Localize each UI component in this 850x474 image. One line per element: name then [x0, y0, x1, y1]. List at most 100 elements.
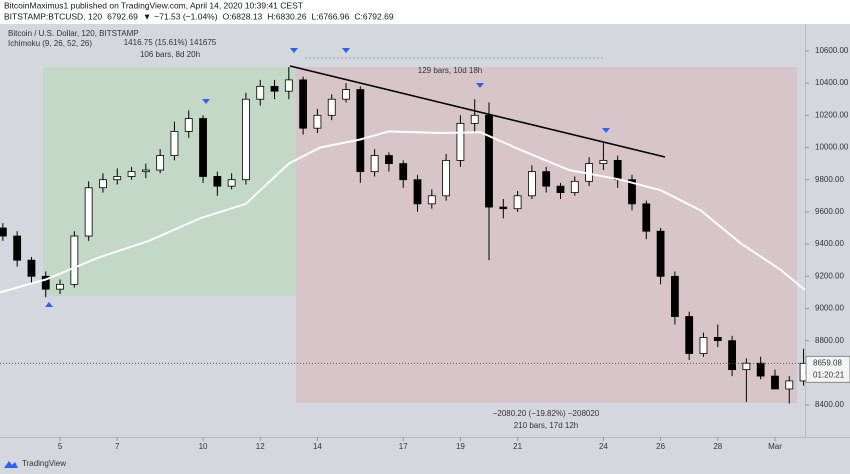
candle-body [27, 259, 36, 277]
symbol-field: −71.53 (−1.04%) [154, 11, 217, 21]
legend-entry: Bitcoin / U.S. Dollar, 120, BITSTAMP [8, 29, 139, 38]
y-tick-label: 10400.00 [815, 78, 849, 87]
candle-body [670, 275, 679, 317]
logo-icon [4, 461, 18, 468]
symbol-field: L:6766.96 [312, 11, 350, 21]
y-tick-label: 9000.00 [815, 304, 844, 313]
x-tick-label: 26 [656, 442, 665, 451]
x-tick-label: 19 [456, 442, 465, 451]
symbol-field: H:6830.26 [267, 11, 306, 21]
candle-body [13, 235, 22, 261]
candle-body [70, 235, 79, 285]
y-tick-label: 10600.00 [815, 46, 849, 55]
y-tick-label: 10200.00 [815, 110, 849, 119]
y-tick-label: 9200.00 [815, 271, 844, 280]
candle-body [642, 203, 651, 232]
candle-body [542, 171, 551, 187]
candle-body [699, 337, 708, 354]
candle-body [713, 337, 722, 342]
candle-body [771, 375, 779, 390]
marker [602, 128, 610, 133]
candle-body [499, 206, 508, 210]
x-tick-label: 10 [199, 442, 208, 451]
symbol-field: O:6828.13 [223, 11, 263, 21]
candle-body [528, 171, 536, 197]
candle-body [56, 283, 64, 290]
candle-body [199, 118, 207, 177]
marker [476, 83, 484, 88]
marker [342, 48, 350, 53]
candle-body [84, 187, 93, 237]
candle-body [628, 179, 636, 205]
measure-label: 1416.75 (15.61%) 141675 [124, 38, 217, 47]
candle-body [313, 114, 322, 129]
candle-body [685, 316, 694, 354]
candle-body [613, 159, 622, 181]
candle-body [456, 122, 465, 161]
candle-body [213, 176, 222, 187]
candle-body [356, 89, 365, 173]
candle-body [156, 155, 165, 171]
symbol-field: C:6792.69 [354, 11, 393, 21]
last-price: 8659.08 [813, 358, 842, 367]
candle-body [113, 176, 122, 181]
countdown: 01:20:21 [813, 370, 845, 379]
candle-body [170, 131, 179, 156]
y-tick-label: 8800.00 [815, 336, 844, 345]
last-price-box [805, 355, 850, 383]
y-tick-label: 10000.00 [815, 143, 849, 152]
candle-body [284, 79, 293, 92]
candle-body [0, 227, 7, 237]
candle-body [385, 155, 393, 165]
candle-body [184, 118, 193, 132]
marker [290, 48, 298, 53]
legend-entry: Ichimoku (9, 26, 52, 26) [8, 39, 92, 48]
gain-box [43, 67, 296, 296]
candle-body [785, 380, 794, 390]
trend-line [289, 65, 666, 158]
symbol-field: 6792.69 [107, 11, 138, 21]
x-tick-label: 7 [115, 442, 120, 451]
marker [45, 302, 53, 307]
candle-body [599, 159, 608, 165]
ichimoku-line [0, 130, 806, 294]
measure-label: −2080.20 (−19.82%) −208020 [493, 409, 600, 418]
measure-label: 106 bars, 8d 20h [140, 50, 200, 59]
x-tick-label: Mar [768, 442, 782, 451]
x-tick-label: 21 [513, 442, 522, 451]
candle-body [728, 340, 736, 371]
y-tick-label: 9400.00 [815, 239, 844, 248]
candle-body [327, 98, 336, 116]
candle-body [413, 179, 422, 205]
candle-body [742, 362, 751, 371]
candle-body [342, 89, 350, 100]
candle-body [442, 159, 451, 197]
logo: TradingView [4, 459, 66, 468]
candle-body [399, 163, 408, 181]
y-tick-label: 9600.00 [815, 207, 844, 216]
plot [0, 67, 808, 404]
candle-body [656, 230, 665, 277]
measure-label: 210 bars, 17d 12h [514, 421, 579, 430]
y-tick-label: 9800.00 [815, 175, 844, 184]
candle-body [556, 185, 565, 193]
candle-body [99, 179, 107, 189]
x-tick-label: 28 [713, 442, 722, 451]
candle-body [256, 85, 265, 100]
candle-body [513, 195, 522, 210]
measure-label: 129 bars, 10d 18h [418, 66, 483, 75]
candle-body [299, 79, 308, 129]
marker [202, 99, 210, 104]
x-tick-label: 14 [313, 442, 322, 451]
markers [45, 48, 610, 307]
x-tick-label: 5 [58, 442, 63, 451]
loss-box [296, 67, 797, 403]
candle-body [427, 195, 436, 205]
candle-body [370, 155, 379, 173]
candle-body [470, 114, 479, 124]
header-title: BitcoinMaximus1 published on TradingView… [4, 0, 303, 10]
candle-body [570, 180, 579, 193]
symbol-line: BITSTAMP:BTCUSD, 120 6792.69 ▼ −71.53 (−1.0… [4, 11, 394, 21]
